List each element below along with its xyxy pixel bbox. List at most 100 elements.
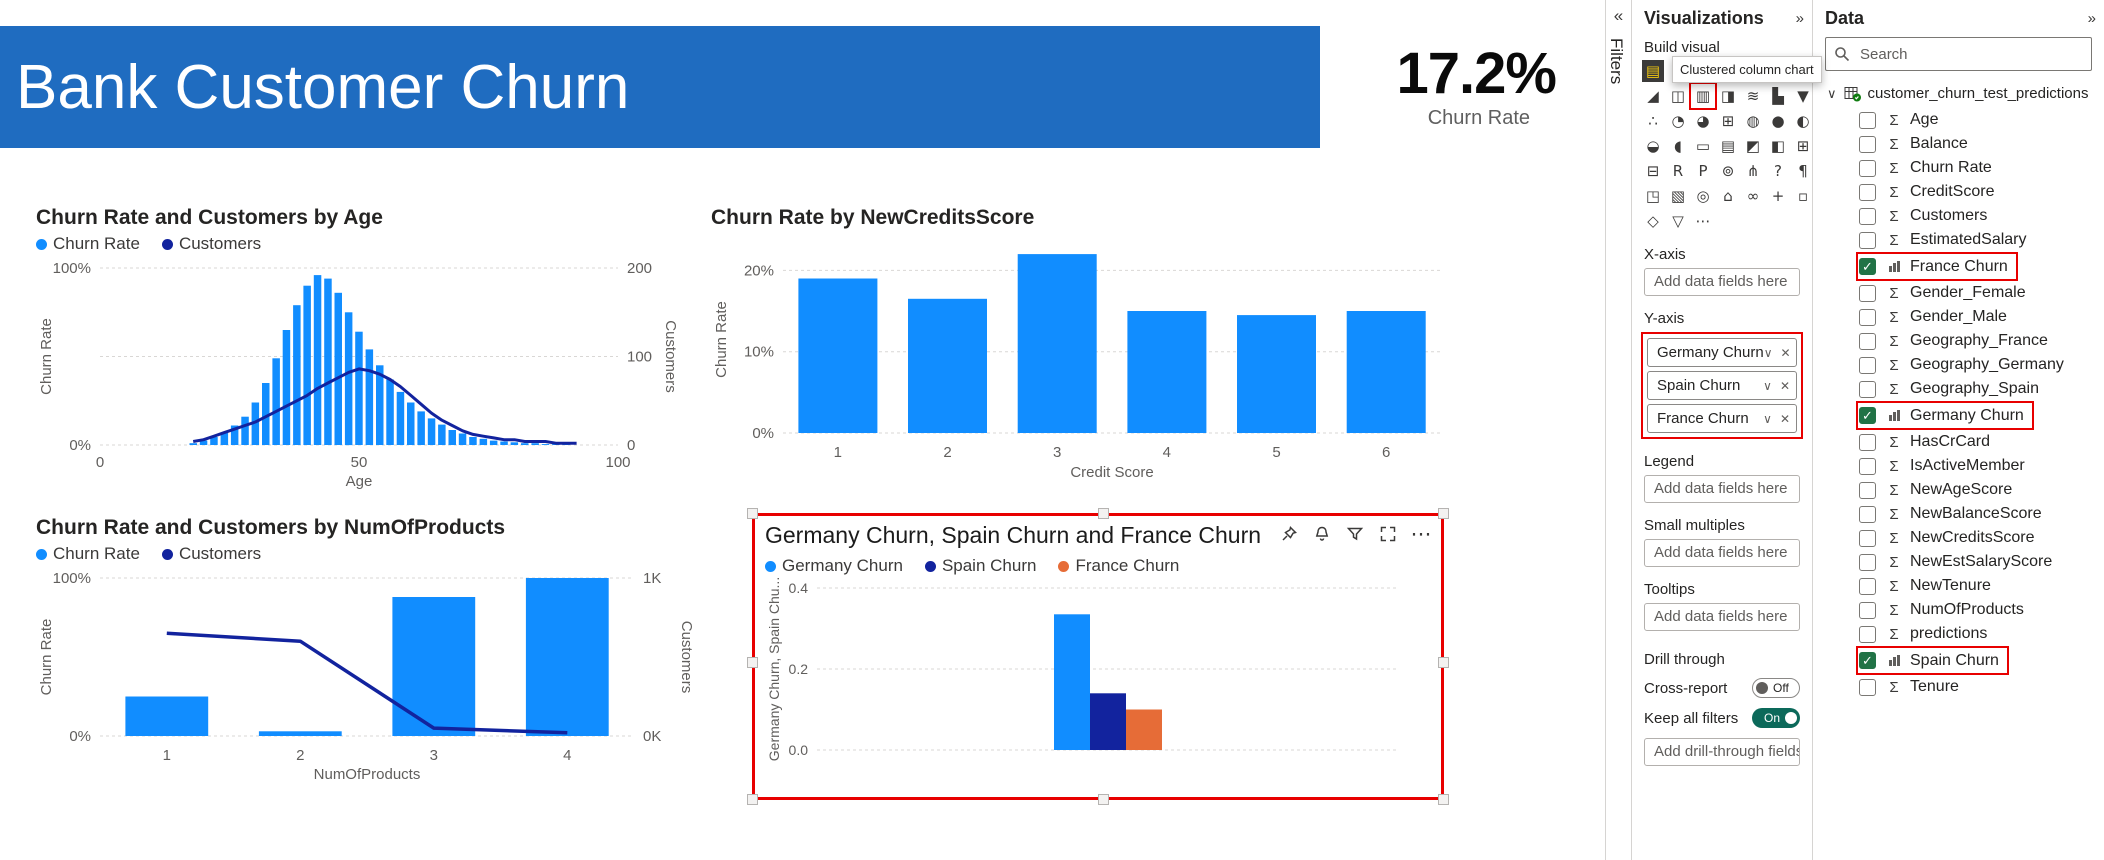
chevron-down-icon[interactable]: ∨ (1763, 345, 1773, 360)
field-well-chip[interactable]: Spain Churn ∨ ✕ (1647, 371, 1797, 400)
legend-item[interactable]: Customers (161, 544, 261, 564)
kpi-icon[interactable]: ◩ (1745, 137, 1761, 155)
field-item-tenure[interactable]: Σ Tenure (1859, 675, 1959, 699)
remove-field-icon[interactable]: ✕ (1780, 345, 1791, 360)
field-checkbox[interactable] (1859, 159, 1876, 177)
field-checkbox[interactable] (1859, 308, 1876, 326)
resize-handle[interactable] (747, 656, 758, 668)
field-item-churn-rate[interactable]: Σ Churn Rate (1859, 156, 1992, 180)
field-item-customers[interactable]: Σ Customers (1859, 204, 1987, 228)
python-script-icon[interactable]: P (1698, 162, 1708, 180)
multi-row-card-icon[interactable]: ▤ (1720, 137, 1736, 155)
field-checkbox[interactable] (1859, 356, 1876, 374)
filters-pane-collapsed[interactable]: « Filters (1605, 0, 1632, 860)
field-checkbox[interactable] (1859, 625, 1876, 643)
collapse-pane-icon[interactable]: » (1795, 10, 1804, 27)
smart-narrative-icon[interactable]: ¶ (1798, 162, 1808, 180)
resize-handle[interactable] (1098, 794, 1109, 805)
kpi-card[interactable]: 17.2% Churn Rate (1330, 43, 1557, 130)
field-item-balance[interactable]: Σ Balance (1859, 132, 1968, 156)
shape-icon[interactable]: ◇ (1647, 212, 1659, 230)
line-and-stacked-column-chart-icon[interactable]: ◫ (1670, 87, 1686, 105)
field-checkbox[interactable]: ✓ (1859, 407, 1876, 424)
resize-handle[interactable] (1438, 656, 1449, 668)
legend-item[interactable]: Churn Rate (36, 544, 140, 564)
field-item-gender-female[interactable]: Σ Gender_Female (1859, 281, 2026, 305)
waterfall-chart-icon[interactable]: ▙ (1772, 87, 1784, 105)
legend-field-well[interactable]: Add data fields here (1644, 475, 1800, 503)
collapse-pane-icon[interactable]: » (2087, 10, 2096, 27)
field-checkbox[interactable] (1859, 183, 1876, 201)
field-checkbox[interactable] (1859, 577, 1876, 595)
title-banner[interactable]: Bank Customer Churn (0, 26, 1320, 148)
shape-map-icon[interactable]: ◐ (1796, 112, 1810, 130)
field-checkbox[interactable] (1859, 678, 1876, 696)
resize-handle[interactable] (1098, 508, 1109, 519)
field-item-geography-france[interactable]: Σ Geography_France (1859, 329, 2048, 353)
get-more-visuals-icon[interactable]: + (1771, 187, 1785, 205)
field-item-gender-male[interactable]: Σ Gender_Male (1859, 305, 2007, 329)
field-checkbox[interactable] (1859, 231, 1876, 249)
more-options-icon[interactable]: ⋯ (1410, 522, 1432, 546)
field-item-creditscore[interactable]: Σ CreditScore (1859, 180, 1994, 204)
filled-map-icon[interactable]: ● (1771, 112, 1785, 130)
small-multiples-field-well[interactable]: Add data fields here (1644, 539, 1800, 567)
field-item-newagescore[interactable]: Σ NewAgeScore (1859, 478, 2012, 502)
chevron-down-icon[interactable]: ∨ (1763, 411, 1772, 426)
r-script-icon[interactable]: R (1672, 162, 1684, 180)
arcgis-map-icon[interactable]: ◎ (1696, 187, 1710, 205)
resize-handle[interactable] (747, 794, 758, 805)
field-checkbox[interactable] (1859, 135, 1876, 153)
field-item-hascrcard[interactable]: Σ HasCrCard (1859, 430, 1990, 454)
field-item-geography-germany[interactable]: Σ Geography_Germany (1859, 353, 2064, 377)
legend-item[interactable]: France Churn (1058, 556, 1179, 576)
field-checkbox[interactable]: ✓ (1859, 652, 1876, 669)
field-item-age[interactable]: Σ Age (1859, 108, 1938, 132)
field-item-germany-churn[interactable]: ✓ Germany Churn (1856, 401, 2034, 430)
field-checkbox[interactable] (1859, 457, 1876, 475)
treemap-icon[interactable]: ⊞ (1721, 112, 1735, 130)
field-well-chip[interactable]: Germany Churn ∨ ✕ (1647, 338, 1797, 367)
stacked-area-chart-icon[interactable]: ◢ (1647, 87, 1659, 105)
legend-item[interactable]: Customers (161, 234, 261, 254)
stacked-bar-chart-icon[interactable]: ▤ (1642, 60, 1664, 82)
field-well-chip[interactable]: France Churn ∨ ✕ (1647, 404, 1797, 433)
pin-icon[interactable] (1279, 524, 1299, 544)
tooltips-field-well[interactable]: Add data fields here (1644, 603, 1800, 631)
ribbon-chart-icon[interactable]: ≋ (1746, 87, 1760, 105)
keep-all-filters-toggle[interactable]: On (1752, 708, 1800, 728)
qa-icon[interactable]: ? (1774, 162, 1782, 180)
map-icon[interactable]: ◍ (1746, 112, 1760, 130)
search-input[interactable] (1858, 44, 2083, 64)
visual-churn-by-creditscore[interactable]: Churn Rate by NewCreditsScore 0% 10% 20% 1 2… (711, 206, 1459, 504)
metrics-icon[interactable]: ◳ (1645, 187, 1661, 205)
card-icon[interactable]: ▭ (1695, 137, 1711, 155)
legend-item[interactable]: Germany Churn (765, 556, 903, 576)
pie-chart-icon[interactable]: ◔ (1671, 112, 1685, 130)
line-and-clustered-column-chart-icon[interactable]: ◨ (1720, 87, 1736, 105)
field-item-isactivemember[interactable]: Σ IsActiveMember (1859, 454, 2025, 478)
chevron-down-icon[interactable]: ∨ (1763, 378, 1772, 393)
scatter-chart-icon[interactable]: ∴ (1648, 112, 1658, 130)
focus-mode-icon[interactable] (1378, 524, 1398, 544)
remove-field-icon[interactable]: ✕ (1779, 411, 1790, 426)
funnel-chart-icon[interactable]: ▼ (1797, 87, 1809, 105)
search-field[interactable] (1825, 37, 2092, 71)
azure-map-icon[interactable]: ◒ (1646, 137, 1660, 155)
x-axis-field-well[interactable]: Add data fields here (1644, 268, 1800, 296)
field-item-france-churn[interactable]: ✓ France Churn (1856, 252, 2018, 281)
field-item-newtenure[interactable]: Σ NewTenure (1859, 574, 1991, 598)
table-node[interactable]: ∨ customer_churn_test_predictions (1813, 75, 2104, 108)
visual-churn-by-age[interactable]: Churn Rate and Customers by Age Churn Ra… (36, 206, 679, 506)
gauge-icon[interactable]: ◖ (1674, 137, 1682, 155)
power-automate-icon[interactable]: ∞ (1746, 187, 1760, 205)
field-checkbox[interactable] (1859, 553, 1876, 571)
paginated-report-icon[interactable]: ▧ (1670, 187, 1686, 205)
matrix-icon[interactable]: ⊟ (1646, 162, 1660, 180)
field-checkbox[interactable] (1859, 433, 1876, 451)
field-item-numofproducts[interactable]: Σ NumOfProducts (1859, 598, 2024, 622)
report-canvas[interactable]: Bank Customer Churn 17.2% Churn Rate Chu… (0, 0, 1605, 860)
filter-icon[interactable] (1345, 524, 1365, 544)
clustered-column-chart-icon[interactable]: ▥ (1689, 82, 1717, 110)
